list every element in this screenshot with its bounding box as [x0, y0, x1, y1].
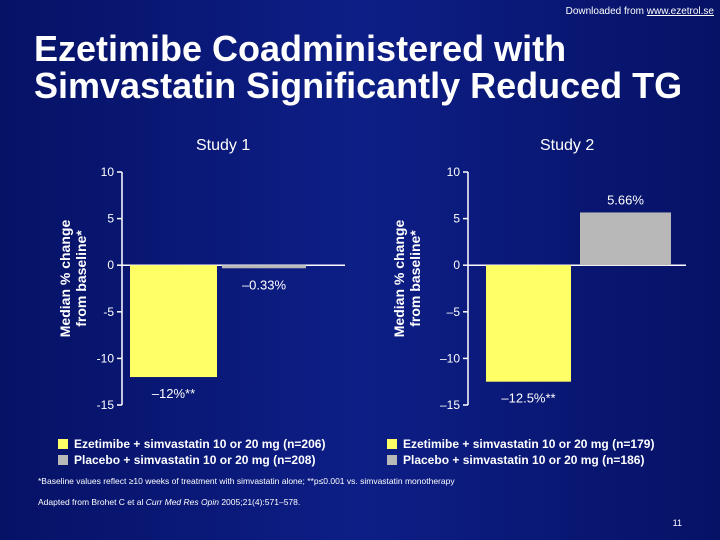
study-1-title: Study 1: [196, 137, 251, 154]
bar-placebo: [580, 212, 671, 266]
y-axis-label-line2: from baseline*: [73, 230, 89, 327]
data-label: –0.33%: [242, 277, 287, 292]
y-axis-label-line1: Median % change: [57, 220, 73, 338]
y-tick-label: 0: [107, 258, 114, 272]
download-note: Downloaded from www.ezetrol.se: [566, 6, 714, 17]
y-tick-label: 0: [453, 258, 460, 272]
legend-study-2: Ezetimibe + simvastatin 10 or 20 mg (n=1…: [387, 436, 654, 468]
citation-prefix: Adapted from Brohet C et al: [38, 497, 146, 507]
y-tick-label: 10: [101, 165, 115, 179]
y-tick-label: –15: [440, 398, 460, 412]
page-number: 11: [672, 518, 682, 528]
legend-study-1: Ezetimibe + simvastatin 10 or 20 mg (n=2…: [58, 436, 325, 468]
legend-label-ezetimibe: Ezetimibe + simvastatin 10 or 20 mg (n=2…: [74, 437, 326, 451]
legend-swatch-placebo: [387, 455, 397, 465]
legend-item-ezetimibe: Ezetimibe + simvastatin 10 or 20 mg (n=1…: [387, 436, 654, 452]
data-label: –12%**: [152, 386, 195, 401]
data-label: 5.66%: [607, 192, 644, 207]
y-tick-label: –5: [447, 305, 461, 319]
legend-swatch-placebo: [58, 455, 68, 465]
y-tick-label: -15: [97, 398, 115, 412]
bar-ezetimibe: [486, 265, 571, 382]
y-axis-label: Median % changefrom baseline*: [391, 220, 423, 338]
y-tick-label: -10: [97, 351, 115, 365]
y-axis-label-line1: Median % change: [391, 220, 407, 338]
legend-swatch-ezetimibe: [387, 439, 397, 449]
citation: Adapted from Brohet C et al Curr Med Res…: [38, 497, 300, 507]
legend-label-placebo: Placebo + simvastatin 10 or 20 mg (n=186…: [403, 453, 645, 467]
citation-journal: Curr Med Res Opin: [145, 497, 219, 507]
legend-label-ezetimibe: Ezetimibe + simvastatin 10 or 20 mg (n=1…: [403, 437, 655, 451]
download-note-prefix: Downloaded from: [565, 6, 644, 17]
download-link[interactable]: www.ezetrol.se: [646, 6, 714, 17]
y-tick-label: 5: [107, 212, 114, 226]
bar-ezetimibe: [130, 265, 217, 378]
y-tick-label: 5: [453, 212, 460, 226]
legend-item-placebo: Placebo + simvastatin 10 or 20 mg (n=208…: [58, 452, 325, 468]
y-tick-label: 10: [447, 165, 461, 179]
legend-swatch-ezetimibe: [58, 439, 68, 449]
slide-title: Ezetimibe Coadministered with Simvastati…: [34, 28, 683, 106]
legend-item-placebo: Placebo + simvastatin 10 or 20 mg (n=186…: [387, 452, 654, 468]
y-axis-label-line2: from baseline*: [407, 230, 423, 327]
bar-placebo: [222, 265, 306, 269]
y-tick-label: –10: [440, 351, 460, 365]
legend-item-ezetimibe: Ezetimibe + simvastatin 10 or 20 mg (n=2…: [58, 436, 325, 452]
y-tick-label: -5: [103, 305, 114, 319]
citation-suffix: 2005;21(4):571–578.: [218, 497, 301, 507]
data-label: –12.5%**: [501, 391, 555, 406]
footnote: *Baseline values reflect ≥10 weeks of tr…: [38, 476, 455, 486]
y-axis-label: Median % changefrom baseline*: [57, 220, 89, 338]
legend-label-placebo: Placebo + simvastatin 10 or 20 mg (n=208…: [74, 453, 316, 467]
study-2-title: Study 2: [540, 137, 595, 154]
